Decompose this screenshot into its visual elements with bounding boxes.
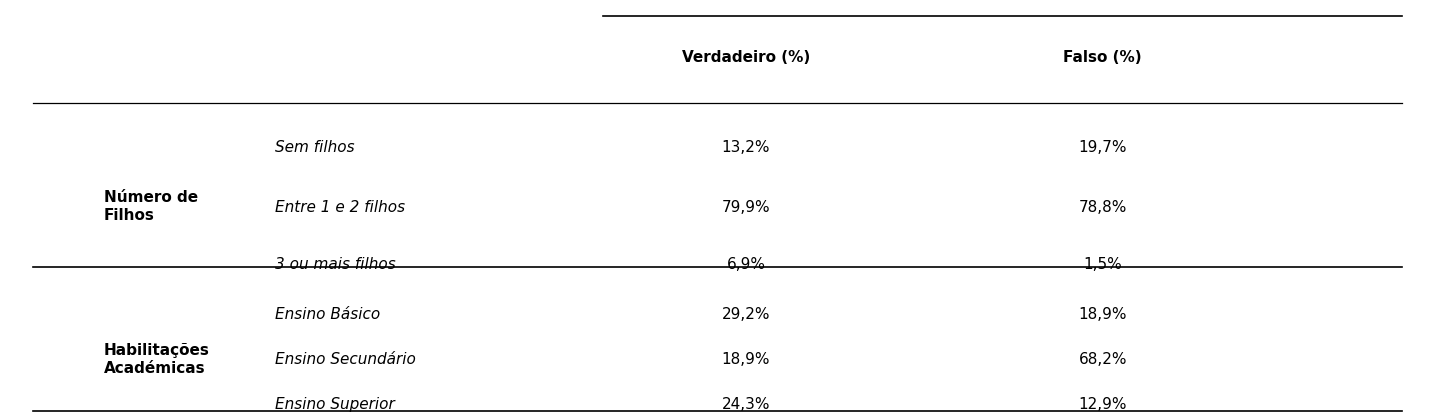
Text: Verdadeiro (%): Verdadeiro (%) bbox=[682, 50, 811, 65]
Text: 24,3%: 24,3% bbox=[722, 397, 771, 412]
Text: 6,9%: 6,9% bbox=[726, 257, 765, 272]
Text: 18,9%: 18,9% bbox=[1079, 307, 1126, 322]
Text: 12,9%: 12,9% bbox=[1079, 397, 1126, 412]
Text: Habilitações
Académicas: Habilitações Académicas bbox=[103, 343, 210, 375]
Text: 18,9%: 18,9% bbox=[722, 352, 771, 367]
Text: Número de
Filhos: Número de Filhos bbox=[103, 190, 198, 222]
Text: 79,9%: 79,9% bbox=[722, 200, 771, 215]
Text: 13,2%: 13,2% bbox=[722, 140, 771, 155]
Text: 29,2%: 29,2% bbox=[722, 307, 771, 322]
Text: 3 ou mais filhos: 3 ou mais filhos bbox=[276, 257, 396, 272]
Text: Ensino Superior: Ensino Superior bbox=[276, 397, 395, 412]
Text: 1,5%: 1,5% bbox=[1083, 257, 1122, 272]
Text: 78,8%: 78,8% bbox=[1079, 200, 1126, 215]
Text: Entre 1 e 2 filhos: Entre 1 e 2 filhos bbox=[276, 200, 405, 215]
Text: Sem filhos: Sem filhos bbox=[276, 140, 354, 155]
Text: 19,7%: 19,7% bbox=[1079, 140, 1126, 155]
Text: 68,2%: 68,2% bbox=[1079, 352, 1126, 367]
Text: Ensino Básico: Ensino Básico bbox=[276, 307, 380, 322]
Text: Ensino Secundário: Ensino Secundário bbox=[276, 352, 416, 367]
Text: Falso (%): Falso (%) bbox=[1063, 50, 1142, 65]
